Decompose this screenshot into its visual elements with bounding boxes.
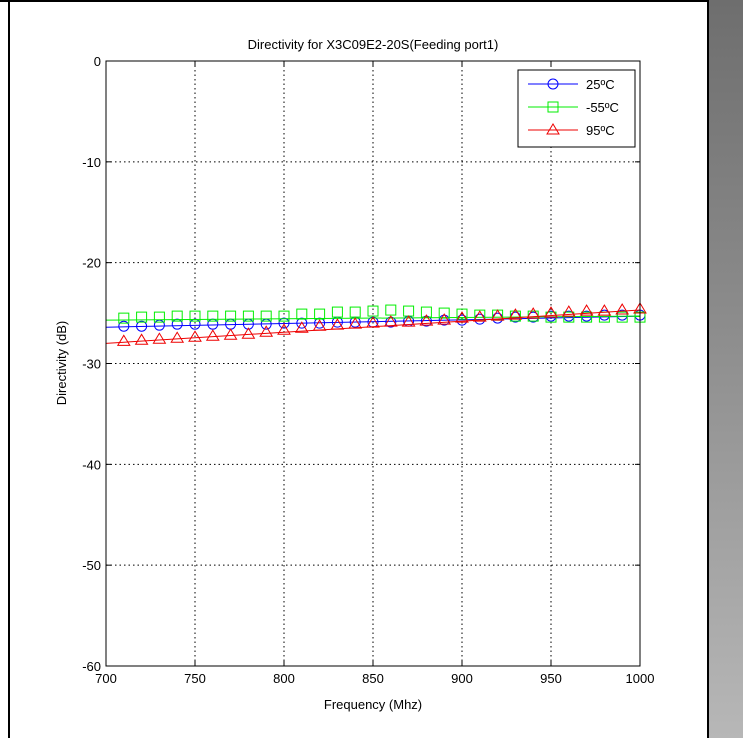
- frame-right-border: [707, 0, 709, 738]
- x-tick-label: 950: [540, 671, 562, 686]
- x-tick-label: 700: [95, 671, 117, 686]
- legend: 25ºC -55ºC 95ºC: [517, 69, 636, 148]
- data-point-triangle: [419, 314, 434, 326]
- data-point-triangle: [294, 321, 309, 333]
- data-point-triangle: [152, 332, 167, 344]
- data-point-square: [349, 306, 361, 318]
- data-point-triangle: [383, 315, 398, 327]
- data-point-square: [331, 306, 343, 318]
- data-point-square: [367, 305, 379, 317]
- data-point-square: [420, 306, 432, 318]
- data-point-triangle: [490, 309, 505, 321]
- data-point-square: [278, 310, 290, 322]
- data-point-triangle: [277, 323, 291, 335]
- data-point-square: [153, 311, 165, 323]
- x-tick-label: 800: [273, 671, 295, 686]
- legend-label: 25ºC: [586, 77, 615, 92]
- data-point-square: [509, 310, 521, 322]
- data-point-triangle: [597, 304, 612, 316]
- data-point-square: [296, 308, 308, 320]
- legend-marker-square: [547, 101, 559, 113]
- data-point-square: [225, 310, 237, 322]
- axis-ticks: [105, 60, 641, 667]
- data-point-triangle: [401, 315, 416, 327]
- data-point-triangle: [188, 330, 202, 342]
- data-point-square: [118, 312, 130, 324]
- y-axis-label: Directivity (dB): [54, 321, 69, 406]
- data-point-triangle: [205, 329, 220, 341]
- data-point-square: [616, 311, 628, 323]
- data-point-triangle: [241, 327, 256, 339]
- data-point-square: [456, 308, 468, 320]
- data-point-triangle: [561, 305, 576, 317]
- legend-label: -55ºC: [586, 100, 619, 115]
- data-point-square: [242, 310, 254, 322]
- data-point-square: [136, 311, 148, 323]
- tick-labels: 700 750 800 850 900 950 1000 -60 -50 -40 -30 -20 -10…: [82, 54, 654, 686]
- y-tick-label: -30: [82, 357, 101, 372]
- legend-marker-circle: [547, 78, 559, 90]
- data-point-square: [385, 304, 397, 316]
- x-tick-label: 900: [451, 671, 473, 686]
- data-point-triangle: [116, 334, 131, 346]
- data-point-square: [260, 310, 272, 322]
- data-point-circle: [385, 316, 397, 328]
- x-tick-label: 850: [362, 671, 384, 686]
- y-tick-label: 0: [94, 54, 101, 69]
- y-tick-label: -40: [82, 457, 101, 472]
- data-point-square: [438, 307, 450, 319]
- data-point-circle: [118, 320, 130, 332]
- frame-left-border: [8, 0, 10, 738]
- x-tick-label: 750: [184, 671, 206, 686]
- data-point-triangle: [348, 317, 363, 329]
- series-triangle: [105, 302, 647, 346]
- data-point-triangle: [312, 319, 327, 331]
- data-point-square: [189, 310, 201, 322]
- series-layer: [105, 302, 647, 346]
- y-tick-label: -20: [82, 256, 101, 271]
- data-point-triangle: [170, 331, 185, 343]
- data-point-circle: [136, 320, 148, 332]
- series-line-circle: [105, 315, 641, 328]
- y-tick-label: -60: [82, 659, 101, 674]
- data-point-triangle: [508, 308, 523, 320]
- data-point-square: [207, 310, 219, 322]
- data-point-triangle: [579, 304, 594, 316]
- data-point-square: [581, 311, 593, 323]
- data-point-circle: [420, 315, 432, 327]
- data-point-square: [314, 308, 326, 320]
- legend-label: 95ºC: [586, 123, 615, 138]
- data-point-triangle: [134, 333, 149, 345]
- grid-lines: [106, 61, 640, 666]
- frame-top-border: [0, 0, 709, 2]
- data-point-circle: [278, 317, 290, 329]
- data-point-triangle: [437, 313, 452, 325]
- data-point-triangle: [615, 303, 630, 315]
- data-point-triangle: [544, 306, 558, 318]
- data-point-square: [563, 311, 575, 323]
- data-point-triangle: [259, 325, 274, 337]
- data-point-triangle: [455, 311, 469, 323]
- data-point-triangle: [366, 316, 380, 328]
- x-tick-label: 1000: [626, 671, 655, 686]
- data-point-square: [171, 310, 183, 322]
- chart-title: Directivity for X3C09E2-20S(Feeding port…: [248, 37, 499, 52]
- data-point-triangle: [526, 307, 541, 319]
- data-point-circle: [438, 314, 450, 326]
- y-tick-label: -50: [82, 558, 101, 573]
- side-gradient-panel: [709, 0, 743, 738]
- data-point-triangle: [330, 318, 345, 330]
- x-axis-label: Frequency (Mhz): [324, 697, 422, 712]
- data-point-triangle: [472, 310, 487, 322]
- legend-marker-triangle: [546, 123, 560, 135]
- data-point-triangle: [223, 328, 238, 340]
- legend-box: [517, 69, 636, 148]
- y-tick-label: -10: [82, 155, 101, 170]
